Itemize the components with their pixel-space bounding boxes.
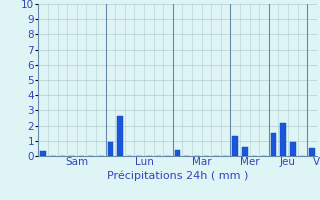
Bar	[108, 142, 113, 156]
Bar	[232, 136, 238, 156]
Bar	[117, 116, 123, 156]
X-axis label: Précipitations 24h ( mm ): Précipitations 24h ( mm )	[107, 170, 248, 181]
Bar	[309, 148, 315, 156]
Bar	[280, 123, 286, 156]
Bar	[175, 150, 180, 156]
Bar	[242, 147, 248, 156]
Bar	[271, 133, 276, 156]
Bar	[290, 142, 296, 156]
Bar	[40, 151, 46, 156]
